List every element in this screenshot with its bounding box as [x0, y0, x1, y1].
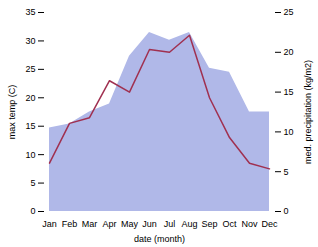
svg-text:Feb: Feb — [62, 219, 78, 229]
svg-text:15: 15 — [25, 121, 35, 131]
svg-text:35: 35 — [25, 7, 35, 17]
svg-text:Nov: Nov — [241, 219, 258, 229]
svg-text:10: 10 — [284, 127, 294, 137]
svg-text:20: 20 — [25, 93, 35, 103]
svg-text:25: 25 — [284, 7, 294, 17]
svg-text:May: May — [121, 219, 139, 229]
svg-text:med. precipitation (kg/m2): med. precipitation (kg/m2) — [303, 60, 313, 164]
svg-text:0: 0 — [30, 206, 35, 216]
svg-text:5: 5 — [284, 167, 289, 177]
svg-text:Dec: Dec — [261, 219, 278, 229]
svg-text:Oct: Oct — [222, 219, 237, 229]
svg-text:Jul: Jul — [164, 219, 176, 229]
svg-text:date (month): date (month) — [134, 234, 185, 244]
svg-text:Jan: Jan — [42, 219, 57, 229]
svg-text:Jun: Jun — [142, 219, 157, 229]
svg-text:Sep: Sep — [201, 219, 217, 229]
svg-text:Aug: Aug — [181, 219, 197, 229]
svg-text:0: 0 — [284, 206, 289, 216]
svg-text:Apr: Apr — [102, 219, 116, 229]
svg-text:Mar: Mar — [82, 219, 98, 229]
svg-text:max temp (C): max temp (C) — [7, 85, 17, 140]
svg-text:30: 30 — [25, 36, 35, 46]
svg-text:10: 10 — [25, 150, 35, 160]
svg-text:15: 15 — [284, 87, 294, 97]
svg-text:5: 5 — [30, 178, 35, 188]
svg-text:20: 20 — [284, 47, 294, 57]
svg-text:25: 25 — [25, 64, 35, 74]
